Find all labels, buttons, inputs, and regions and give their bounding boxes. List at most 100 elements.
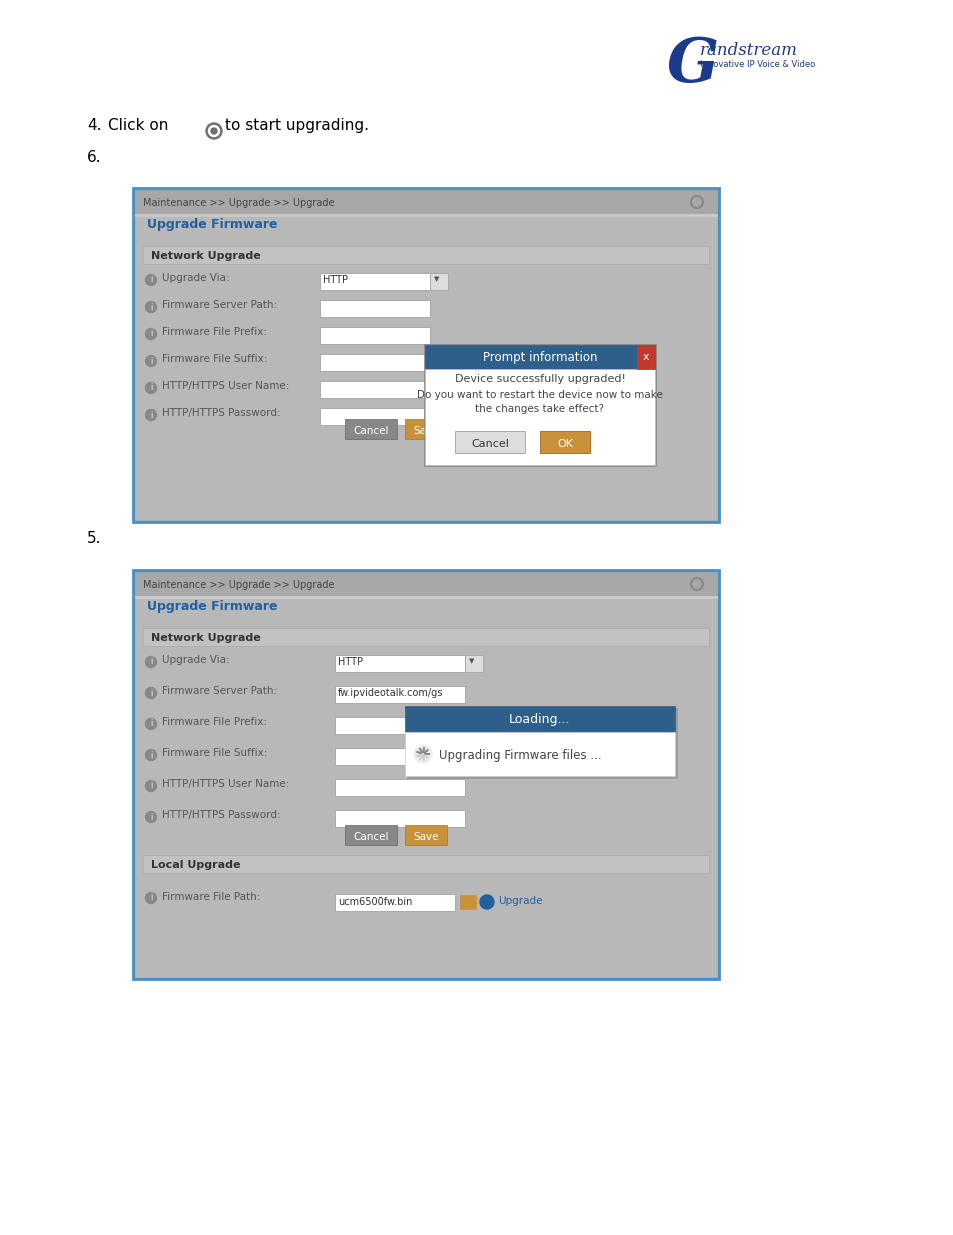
Text: 6.: 6. — [87, 149, 102, 165]
Circle shape — [146, 301, 156, 312]
Text: Upgrading Firmware files ...: Upgrading Firmware files ... — [438, 748, 601, 762]
Bar — [319, 354, 430, 370]
Bar — [345, 419, 396, 438]
Text: Upgrade Via:: Upgrade Via: — [162, 655, 230, 664]
Bar — [135, 214, 717, 520]
Circle shape — [146, 274, 156, 285]
Circle shape — [146, 356, 156, 367]
Text: Loading...: Loading... — [509, 713, 570, 725]
Text: 5.: 5. — [87, 531, 101, 546]
Text: randstream: randstream — [700, 42, 797, 59]
Circle shape — [146, 383, 156, 394]
Text: HTTP/HTTPS Password:: HTTP/HTTPS Password: — [162, 408, 280, 417]
Text: Maintenance >> Upgrade >> Upgrade: Maintenance >> Upgrade >> Upgrade — [143, 198, 335, 207]
Bar — [143, 855, 708, 873]
Text: 4.: 4. — [87, 119, 101, 133]
Text: i: i — [150, 303, 152, 311]
Text: Upgrade Firmware: Upgrade Firmware — [147, 219, 277, 231]
Bar — [407, 708, 677, 778]
Bar — [405, 732, 675, 776]
Circle shape — [479, 895, 494, 909]
Text: Device successfully upgraded!: Device successfully upgraded! — [454, 374, 625, 384]
Text: Do you want to restart the device now to make: Do you want to restart the device now to… — [416, 390, 662, 400]
Bar — [143, 246, 708, 264]
Bar — [423, 345, 656, 466]
Bar — [405, 825, 447, 845]
Text: Prompt information: Prompt information — [482, 351, 597, 363]
Text: OK: OK — [557, 438, 573, 450]
Text: Network Upgrade: Network Upgrade — [151, 634, 260, 643]
Text: the changes take effect?: the changes take effect? — [475, 404, 604, 414]
Text: Firmware File Suffix:: Firmware File Suffix: — [162, 748, 267, 758]
Text: ▼: ▼ — [469, 658, 474, 664]
Bar — [143, 629, 708, 646]
Text: Firmware File Suffix:: Firmware File Suffix: — [162, 354, 267, 364]
Text: Save: Save — [413, 426, 438, 436]
Circle shape — [146, 657, 156, 667]
Text: HTTP/HTTPS Password:: HTTP/HTTPS Password: — [162, 810, 280, 820]
Text: x: x — [642, 352, 649, 362]
Bar — [135, 572, 717, 597]
Text: i: i — [150, 357, 152, 366]
Text: i: i — [150, 410, 152, 420]
Text: Maintenance >> Upgrade >> Upgrade: Maintenance >> Upgrade >> Upgrade — [143, 580, 335, 590]
Text: Firmware Server Path:: Firmware Server Path: — [162, 685, 276, 697]
Bar — [319, 382, 430, 398]
Text: i: i — [150, 275, 152, 284]
Text: Local Upgrade: Local Upgrade — [151, 860, 240, 869]
Text: Upgrade Via:: Upgrade Via: — [162, 273, 230, 283]
Circle shape — [146, 811, 156, 823]
Bar — [135, 597, 717, 977]
Circle shape — [206, 124, 222, 140]
Bar — [335, 748, 464, 764]
Text: Firmware Server Path:: Firmware Server Path: — [162, 300, 276, 310]
Text: Cancel: Cancel — [471, 438, 508, 450]
Bar — [424, 345, 655, 369]
Bar — [135, 597, 717, 598]
Text: i: i — [150, 720, 152, 729]
Text: Save: Save — [413, 832, 438, 842]
Circle shape — [146, 688, 156, 699]
Text: Innovative IP Voice & Video: Innovative IP Voice & Video — [700, 61, 815, 69]
Text: Cancel: Cancel — [353, 832, 388, 842]
Text: Upgrade Firmware: Upgrade Firmware — [147, 600, 277, 613]
Text: to start upgrading.: to start upgrading. — [225, 119, 369, 133]
Bar — [132, 188, 719, 522]
Text: i: i — [150, 751, 152, 760]
Text: HTTP/HTTPS User Name:: HTTP/HTTPS User Name: — [162, 382, 289, 391]
Bar — [335, 779, 464, 797]
Bar — [335, 718, 464, 734]
Circle shape — [209, 126, 219, 137]
Text: HTTP: HTTP — [323, 275, 348, 285]
Bar — [135, 214, 717, 216]
Bar — [455, 431, 524, 453]
Bar — [319, 300, 430, 317]
Bar — [637, 345, 655, 369]
Circle shape — [146, 893, 156, 904]
Bar — [405, 419, 447, 438]
Circle shape — [146, 781, 156, 792]
Circle shape — [146, 750, 156, 761]
Text: Cancel: Cancel — [353, 426, 388, 436]
Bar — [132, 571, 719, 979]
Text: Firmware File Path:: Firmware File Path: — [162, 892, 260, 902]
Bar — [335, 655, 464, 672]
Text: ▼: ▼ — [434, 275, 439, 282]
Circle shape — [146, 410, 156, 420]
Text: Firmware File Prefix:: Firmware File Prefix: — [162, 327, 267, 337]
Bar — [430, 273, 448, 290]
Bar — [405, 706, 675, 732]
Text: Firmware File Prefix:: Firmware File Prefix: — [162, 718, 267, 727]
Bar — [319, 408, 430, 425]
Bar — [335, 894, 455, 911]
Circle shape — [211, 128, 216, 135]
Text: Click on: Click on — [108, 119, 168, 133]
Text: i: i — [150, 384, 152, 393]
Text: ucm6500fw.bin: ucm6500fw.bin — [337, 897, 412, 906]
Text: HTTP/HTTPS User Name:: HTTP/HTTPS User Name: — [162, 779, 289, 789]
Bar — [319, 273, 430, 290]
Circle shape — [146, 719, 156, 730]
Bar — [319, 327, 430, 345]
Text: G: G — [666, 35, 719, 95]
Bar — [464, 655, 482, 672]
